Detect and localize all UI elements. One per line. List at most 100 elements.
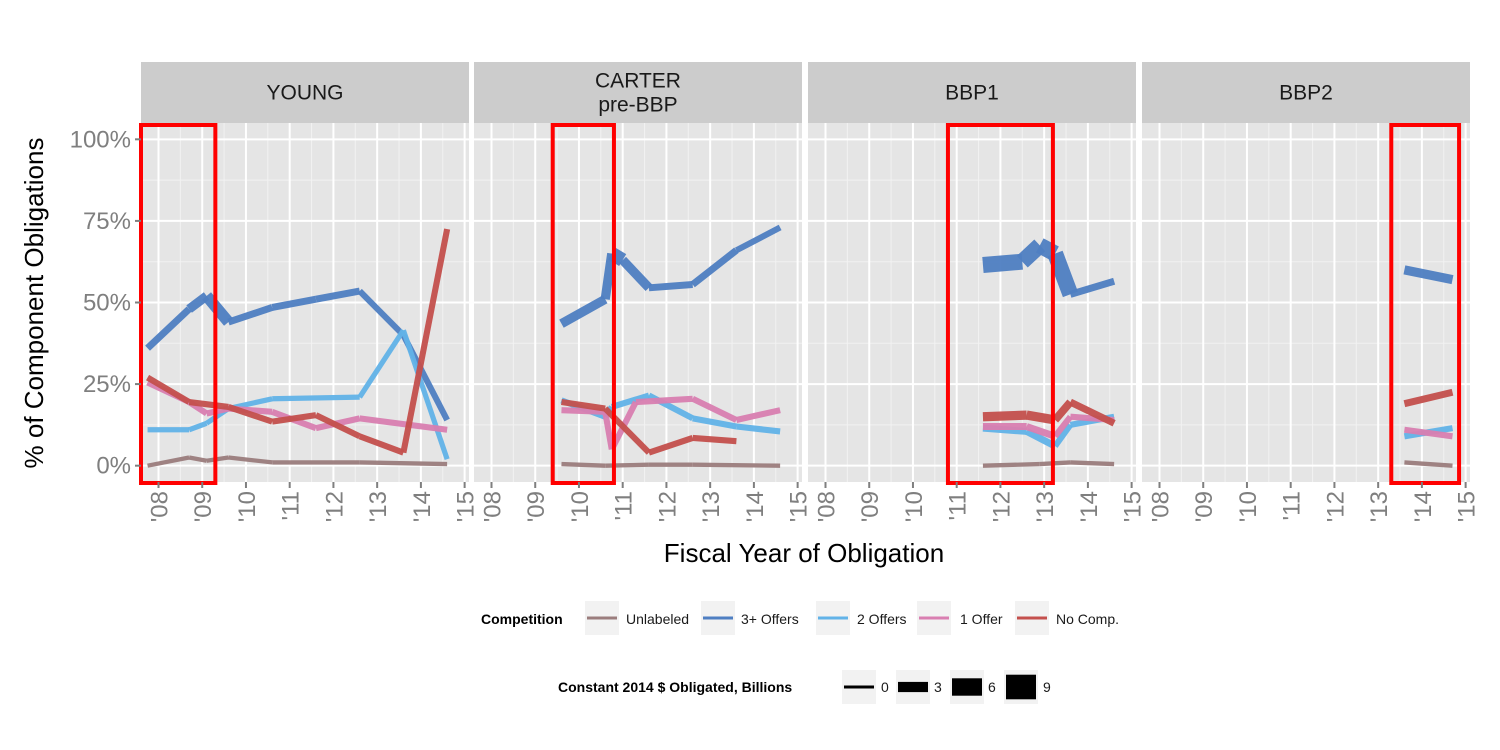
series-line-segment xyxy=(1070,460,1115,467)
series-line-segment xyxy=(605,462,649,468)
x-tick-label: '13 xyxy=(1366,491,1393,522)
series-line-segment xyxy=(1025,423,1057,440)
facet-strip xyxy=(808,62,1136,123)
x-tick-label: '11 xyxy=(1279,491,1306,521)
legend-label: 3+ Offers xyxy=(741,611,799,627)
series-line-segment xyxy=(690,247,739,288)
legend-key-bar xyxy=(1006,674,1036,700)
x-tick-label: '15 xyxy=(786,491,813,522)
facet-strip-label: BBP1 xyxy=(945,82,999,105)
x-tick-label: '08 xyxy=(813,491,840,522)
series-line-segment xyxy=(1069,277,1116,298)
x-tick-label: '15 xyxy=(453,491,480,522)
x-tick-label: '09 xyxy=(190,491,217,522)
series-line-segment xyxy=(1403,426,1453,440)
series-line-segment xyxy=(691,396,738,423)
series-line-segment xyxy=(647,435,694,456)
series-line-segment xyxy=(1052,414,1073,439)
series-line-segment xyxy=(692,434,737,445)
series-line-segment xyxy=(692,415,737,430)
highlight-box xyxy=(139,123,218,485)
series-group xyxy=(145,228,451,468)
series-line-segment xyxy=(736,423,781,435)
series-line-segment xyxy=(1403,265,1454,285)
facet-panel: BBP2 '08 '09 '10 '11 '12 '13 '14 '15 xyxy=(1142,62,1481,522)
y-axis: 0% 25% 50% 75% 100% xyxy=(70,126,141,480)
x-tick-label: '12 xyxy=(654,491,681,522)
y-tick-label: 50% xyxy=(83,290,131,317)
series-line-segment xyxy=(145,306,192,351)
series-line-segment xyxy=(1404,460,1453,468)
series-line-segment xyxy=(228,455,273,465)
x-tick-label: '11 xyxy=(945,491,972,521)
y-tick-label: 0% xyxy=(96,453,131,480)
series-line-segment xyxy=(1047,250,1078,298)
series-line-segment xyxy=(206,455,229,463)
x-tick-label: '14 xyxy=(742,491,769,522)
facet-panels: YOUNG'08'09'10'11'12'13'14'15CARTERpre-B… xyxy=(139,62,1481,522)
facet-strip-label: pre-BBP xyxy=(598,94,677,117)
x-tick-label: '08 xyxy=(479,491,506,522)
x-tick-label: '10 xyxy=(567,491,594,522)
x-tick-label: '12 xyxy=(321,491,348,522)
series-line-segment xyxy=(1025,410,1056,425)
series-line-segment xyxy=(1016,239,1046,268)
series-line-segment xyxy=(227,404,274,425)
series-line-segment xyxy=(400,329,450,460)
series-line-segment xyxy=(271,412,317,425)
x-tick-label: '10 xyxy=(1235,491,1262,522)
legend-title: Competition xyxy=(481,611,563,627)
x-tick-label: '14 xyxy=(1076,491,1103,522)
series-line-segment xyxy=(561,399,606,412)
series-line-segment xyxy=(561,461,606,468)
x-tick-label: '14 xyxy=(409,491,436,522)
series-line-segment xyxy=(188,455,207,463)
series-line-segment xyxy=(202,292,233,326)
series-line-segment xyxy=(272,394,360,402)
series-line-segment xyxy=(146,374,191,405)
series-line-segment xyxy=(271,295,317,311)
series-line-segment xyxy=(735,407,781,423)
x-axis-title: Fiscal Year of Obligation xyxy=(664,538,944,568)
legend-label: No Comp. xyxy=(1056,611,1119,627)
series-line-segment xyxy=(227,304,274,326)
x-tick-label: '11 xyxy=(611,491,638,521)
legend-label: 3 xyxy=(934,679,942,695)
series-line-segment xyxy=(1052,399,1074,423)
series-line-segment xyxy=(982,461,1040,468)
facet-strip xyxy=(474,62,802,123)
x-tick-label: '14 xyxy=(1410,491,1437,522)
series-line-segment xyxy=(619,256,653,291)
series-line-segment xyxy=(357,328,406,399)
series-line-segment xyxy=(610,392,650,410)
x-tick-label: '12 xyxy=(1322,491,1349,522)
series-line-segment xyxy=(188,420,208,433)
legend-label: 6 xyxy=(988,679,996,695)
legend-size: Constant 2014 $ Obligated, Billions 0 3 6 9 xyxy=(558,670,1051,704)
series-group xyxy=(982,238,1116,468)
x-tick-label: '08 xyxy=(146,491,173,522)
series-line-segment xyxy=(1039,460,1071,467)
legend-title: Constant 2014 $ Obligated, Billions xyxy=(558,679,792,695)
series-line-segment xyxy=(358,433,405,456)
legend-label: 1 Offer xyxy=(960,611,1003,627)
series-line-segment xyxy=(734,224,782,253)
highlight-box xyxy=(550,123,616,485)
y-axis-title: % of Component Obligations xyxy=(19,138,49,469)
series-line-segment xyxy=(602,411,615,450)
series-line-segment xyxy=(1068,398,1116,427)
series-line-segment xyxy=(600,252,617,300)
series-line-segment xyxy=(357,288,406,338)
series-line-segment xyxy=(1025,428,1057,450)
facet-panel: YOUNG '08 '09 '10 '11 '12 '13 '14 '15 xyxy=(139,62,480,522)
legend-label: 0 xyxy=(881,679,889,695)
x-tick-label: '11 xyxy=(278,491,305,521)
series-line-segment xyxy=(147,455,190,468)
x-tick-label: '09 xyxy=(1191,491,1218,522)
legend-key-bar xyxy=(898,681,928,693)
y-tick-label: 75% xyxy=(83,208,131,235)
x-tick-label: '13 xyxy=(698,491,725,522)
x-tick-label: '08 xyxy=(1147,491,1174,522)
